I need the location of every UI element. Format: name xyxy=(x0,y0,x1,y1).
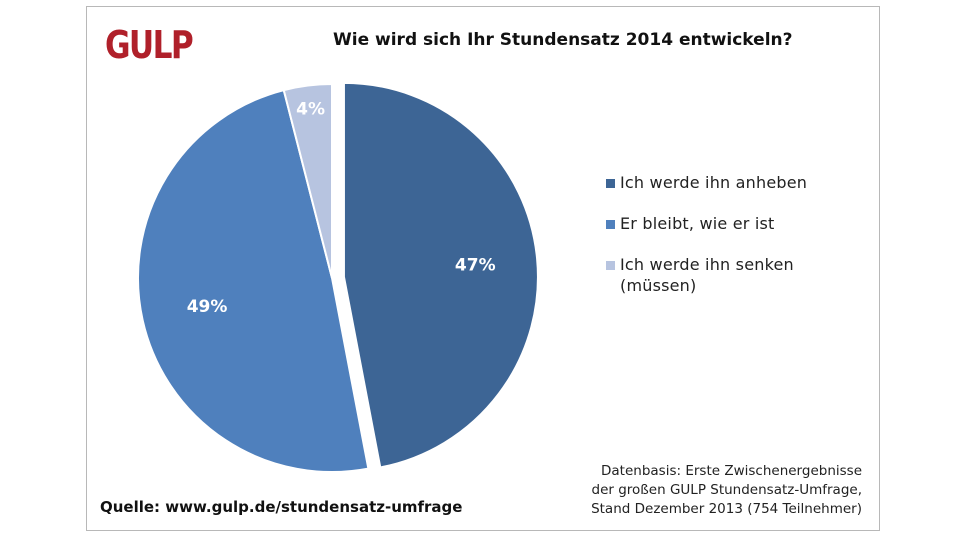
legend-item-same: Er bleibt, wie er ist xyxy=(606,213,876,234)
legend-swatch-lower xyxy=(606,261,615,270)
pie-slice-same xyxy=(137,88,370,473)
legend: Ich werde ihn anheben Er bleibt, wie er … xyxy=(606,172,876,316)
note-line-2: der großen GULP Stundensatz-Umfrage, xyxy=(591,482,863,498)
legend-label-raise: Ich werde ihn anheben xyxy=(620,173,808,192)
pie-slice-lower xyxy=(282,82,333,279)
note-line-1: Datenbasis: Erste Zwischenergebnisse xyxy=(601,463,862,479)
legend-label-lower: Ich werde ihn senken (müssen) xyxy=(620,255,794,295)
legend-item-raise: Ich werde ihn anheben xyxy=(606,172,876,193)
pie-label-raise: 47% xyxy=(455,255,496,275)
legend-swatch-raise xyxy=(606,179,615,188)
data-basis-note: Datenbasis: Erste Zwischenergebnisse der… xyxy=(591,462,862,519)
pie-slice-raise xyxy=(342,81,539,469)
source-text: Quelle: www.gulp.de/stundensatz-umfrage xyxy=(100,498,463,516)
legend-item-lower: Ich werde ihn senken (müssen) xyxy=(606,254,876,296)
legend-swatch-same xyxy=(606,220,615,229)
gulp-logo: GULP xyxy=(105,23,194,67)
pie-label-lower: 4% xyxy=(296,100,325,120)
note-line-3: Stand Dezember 2013 (754 Teilnehmer) xyxy=(591,501,862,517)
chart-title: Wie wird sich Ihr Stundensatz 2014 entwi… xyxy=(333,30,793,50)
pie-label-same: 49% xyxy=(187,297,228,317)
legend-label-same: Er bleibt, wie er ist xyxy=(620,214,775,233)
